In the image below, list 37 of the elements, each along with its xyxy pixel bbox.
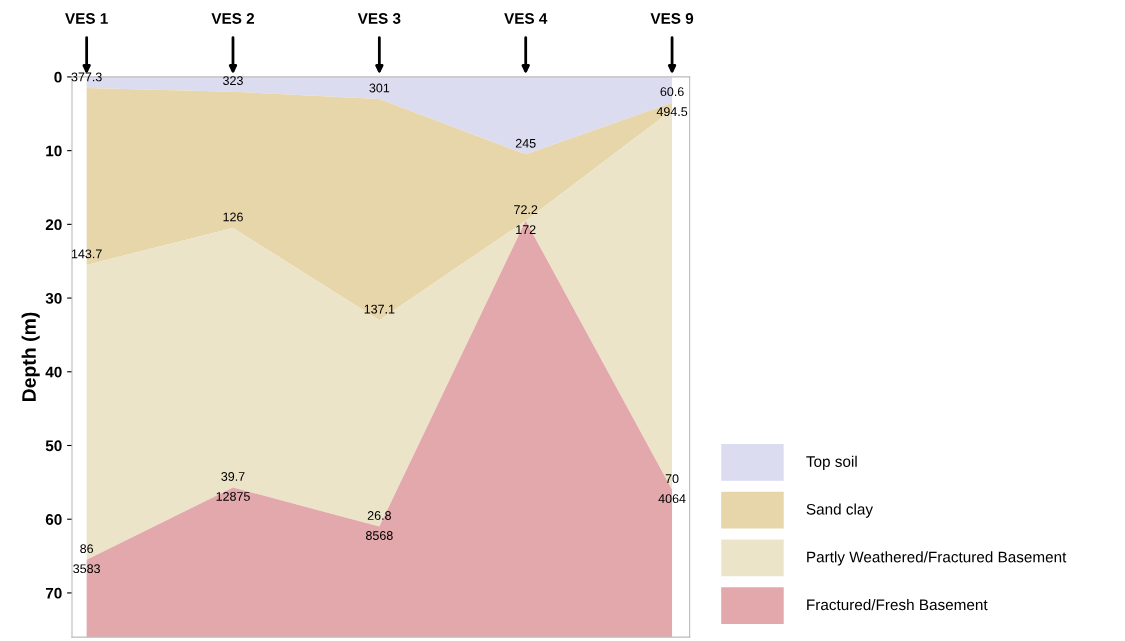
y-axis-title: Depth (m): [21, 312, 40, 402]
annotation: 60.6: [660, 87, 684, 97]
y-tick-label: 20: [45, 219, 62, 231]
legend-label: Partly Weathered/Fractured Basement: [807, 551, 1067, 566]
annotation: 86: [80, 544, 94, 554]
annotation: 137.1: [364, 304, 395, 314]
legend-label: Top soil: [806, 455, 857, 470]
annotation: 494.5: [656, 107, 688, 117]
annotation: 4064: [658, 494, 686, 504]
y-tick-label: 70: [45, 587, 62, 599]
annotation: 323: [223, 76, 243, 86]
x-tick-label: VES 2: [211, 13, 255, 24]
y-tick-label: 10: [46, 145, 62, 157]
annotation: 245: [515, 138, 536, 148]
annotation: 12875: [216, 492, 250, 501]
annotation: 26.8: [367, 511, 391, 520]
legend-label: Sand clay: [806, 503, 873, 518]
annotation: 377.3: [71, 72, 102, 82]
annotation: 126: [223, 212, 243, 222]
annotation: 72.2: [514, 205, 538, 214]
legend-label: Fractured/Fresh Basement: [807, 598, 988, 611]
annotation: 39.7: [221, 472, 245, 481]
x-tick-label: VES 3: [357, 13, 401, 24]
annotation: 8568: [365, 531, 393, 540]
y-tick-label: 0: [54, 71, 62, 83]
y-tick-label: 60: [45, 514, 62, 525]
x-tick-label: VES 4: [504, 13, 548, 24]
y-tick-label: 50: [45, 440, 62, 452]
x-tick-label: VES 1: [65, 13, 108, 24]
annotation: 301: [369, 83, 390, 93]
y-tick-label: 40: [45, 366, 62, 378]
annotation: 3583: [73, 564, 100, 574]
x-tick-label: VES 9: [650, 13, 694, 24]
annotation: 70: [665, 474, 679, 484]
annotation: 172: [516, 225, 536, 234]
annotation: 143.7: [71, 249, 102, 259]
y-tick-label: 30: [45, 292, 62, 304]
